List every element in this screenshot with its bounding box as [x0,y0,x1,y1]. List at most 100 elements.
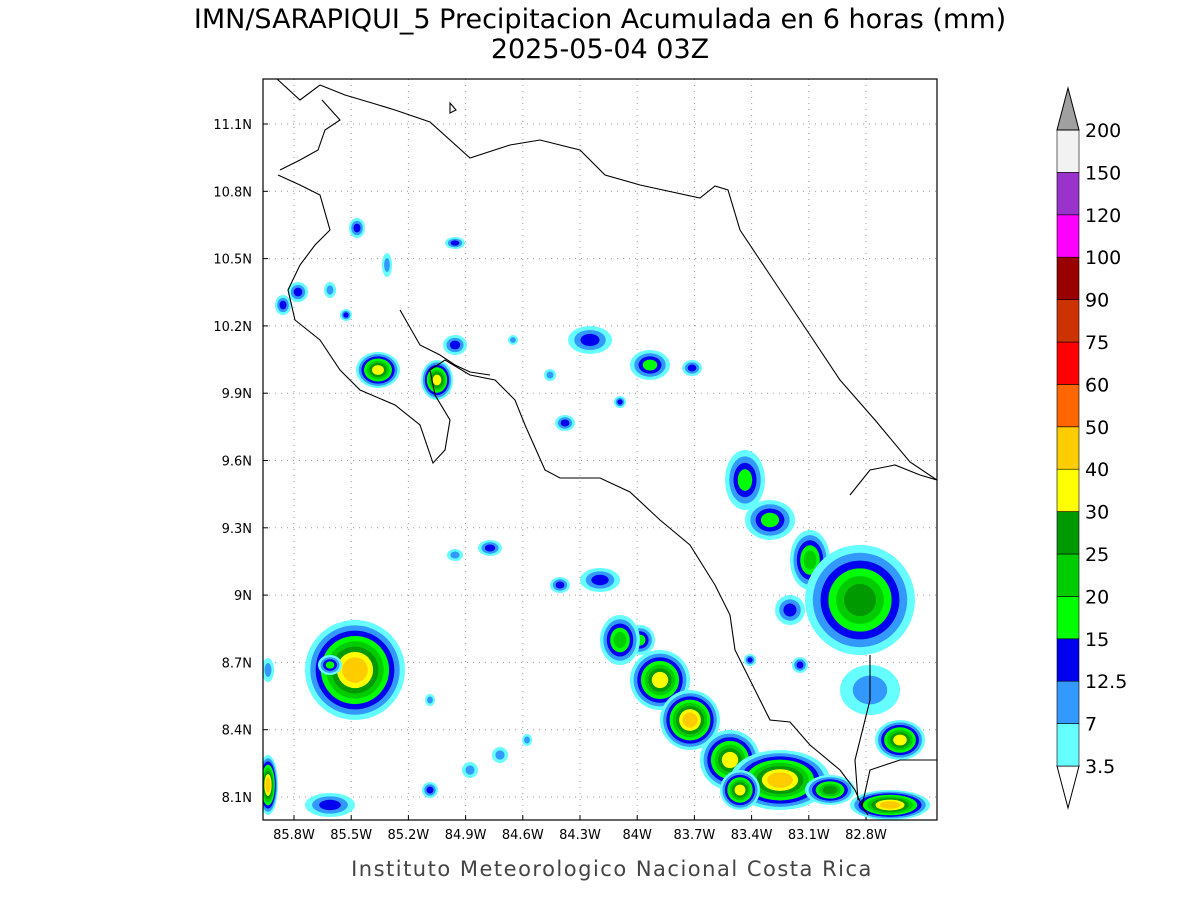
colorbar-segment [1056,172,1080,216]
subtitle: 2025-05-04 03Z [491,34,709,65]
lon-tick-label: 84W [622,828,652,843]
colorbar-label: 150 [1085,162,1121,184]
plot-frame [262,78,938,821]
lat-tick-label: 9.9N [222,387,252,402]
rain-cell [432,374,442,386]
rain-cell [524,736,530,744]
colorbar-segment [1056,511,1080,555]
colorbar-label: 75 [1085,332,1109,354]
rain-cell [843,583,877,617]
rain-cell [737,469,753,491]
colorbar-label: 40 [1085,459,1109,481]
colorbar-segment [1056,596,1080,640]
rain-cell [783,603,797,617]
colorbar-segment [1056,638,1080,682]
lat-tick-label: 10.5N [213,253,252,268]
rain-cell [767,772,793,788]
rain-cell [546,371,554,379]
lon-tick-label: 82.8W [845,828,887,843]
rain-cell [264,663,272,677]
lon-tick-label: 84.3W [559,828,601,843]
colorbar-label: 15 [1085,629,1109,651]
colorbar-segment [1056,256,1080,300]
rain-cell [893,734,907,746]
lat-tick-label: 11.1N [213,118,252,133]
rain-cell [450,240,460,246]
lat-tick-label: 10.8N [213,185,252,200]
colorbar-segment [1056,468,1080,512]
colorbar-segment [1056,426,1080,470]
rain-cell [353,223,361,233]
rain-cell [495,750,505,760]
colorbar-segment [1056,723,1080,767]
lon-tick-label: 84.9W [445,828,487,843]
lat-tick-label: 8.4N [222,724,252,739]
rain-cell [721,751,739,769]
title: IMN/SARAPIQUI_5 Precipitacion Acumulada … [194,4,1006,35]
lon-tick-label: 85.8W [273,828,315,843]
rain-cell [651,671,669,689]
colorbar-high-arrow [1056,86,1080,131]
colorbar-label: 90 [1085,290,1109,312]
rain-cell [760,512,780,528]
colorbar: 3.5 7 12.5 15 20 25 30 40 50 60 75 90 100 120 150 200 [1056,86,1127,810]
rain-cell [687,364,697,372]
colorbar-label: 3.5 [1085,756,1115,778]
rain-cell [803,550,817,570]
lat-tick-label: 10.2N [213,320,252,335]
colorbar-label: 7 [1085,714,1097,736]
lon-tick-label: 85.2W [387,828,429,843]
rain-cell [613,632,627,648]
lat-tick-label: 9.6N [222,455,252,470]
rain-cell [426,786,434,794]
colorbar-segment [1056,680,1080,724]
rain-cell [510,337,516,343]
lon-tick-label: 83.4W [731,828,773,843]
colorbar-label: 120 [1085,205,1121,227]
lon-tick-label: 84.6W [502,828,544,843]
lon-tick-label: 83.1W [788,828,830,843]
rain-cell [342,657,368,683]
rain-cell [484,544,496,552]
rain-cell [465,765,475,775]
rain-cell [747,657,753,663]
colorbar-segment [1056,299,1080,343]
rain-cell [450,551,460,559]
colorbar-label: 60 [1085,374,1109,396]
lon-tick-label: 85.5W [330,828,372,843]
rain-cell [372,365,384,375]
rain-cell [427,696,433,704]
rain-cell [617,399,623,405]
rain-cell [293,287,303,297]
colorbar-label: 25 [1085,544,1109,566]
footer: Instituto Meteorologico Nacional Costa R… [351,857,873,881]
rain-cell [279,300,287,310]
lat-tick-label: 9.3N [222,522,252,537]
colorbar-label: 200 [1085,120,1121,142]
rain-cell [325,661,335,669]
rain-cell [319,799,341,811]
lat-tick-label: 8.1N [222,791,252,806]
rain-cell [822,785,838,795]
rain-cell [343,312,349,318]
rain-cell [265,777,271,793]
lon-tick-label: 83.7W [673,828,715,843]
colorbar-label: 100 [1085,247,1121,269]
colorbar-label: 20 [1085,586,1109,608]
lat-tick-label: 9N [234,589,252,604]
rain-cell [555,581,565,589]
rain-cell [734,784,746,796]
colorbar-segment [1056,129,1080,173]
rain-cell [384,258,390,272]
colorbar-label: 50 [1085,417,1109,439]
colorbar-label: 30 [1085,502,1109,524]
rain-cell [580,333,600,347]
colorbar-low-arrow [1056,765,1080,810]
colorbar-segment [1056,214,1080,258]
rain-cell [879,801,901,809]
coastlines [276,79,937,816]
rain-cell [642,359,658,371]
rain-cell [560,419,570,427]
rain-cell [682,712,698,728]
